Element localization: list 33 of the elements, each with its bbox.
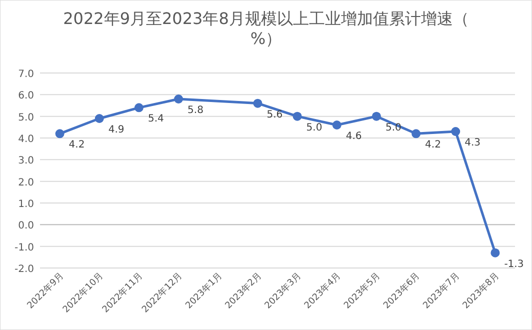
data-label: 5.0 (385, 122, 402, 134)
point (174, 94, 184, 104)
data-label: 5.6 (266, 109, 283, 120)
y-tick-label: -1.0 (14, 242, 34, 254)
y-tick-label: 0.0 (18, 220, 34, 232)
title: 2022年9月至2023年8月规模以上工业增加值累计增速（%） (63, 9, 469, 48)
point (94, 114, 104, 123)
data-label: 5.0 (306, 122, 322, 134)
data-label: 4.2 (425, 140, 441, 151)
data-label: 4.2 (68, 140, 85, 151)
point (134, 103, 144, 112)
point (253, 98, 262, 108)
point (412, 129, 421, 138)
point (451, 127, 460, 136)
y-tick-label: 6.0 (18, 90, 34, 102)
y-tick-label: 4.0 (18, 134, 34, 145)
point (332, 120, 342, 130)
data-label: 5.8 (188, 105, 204, 116)
y-tick-label: 1.0 (18, 199, 34, 210)
data-label: -1.3 (504, 258, 524, 270)
point (55, 129, 64, 138)
point (490, 248, 500, 258)
y-tick-label: 2.0 (18, 177, 34, 188)
point (372, 112, 381, 121)
data-label: 5.4 (148, 114, 164, 125)
y-tick-label: 3.0 (18, 156, 34, 167)
y-tick-label: 5.0 (18, 112, 34, 124)
y-tick-label: 7.0 (18, 69, 34, 80)
data-label: 4.9 (108, 124, 124, 136)
data-label: 4.6 (346, 131, 362, 142)
data-label: 4.3 (464, 138, 481, 148)
point (292, 112, 302, 121)
y-tick-label: -2.0 (14, 264, 34, 275)
